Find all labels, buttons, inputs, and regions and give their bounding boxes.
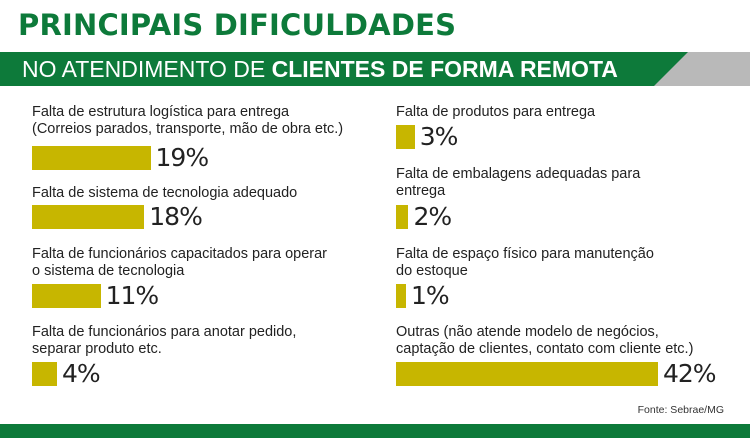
chart-item: Falta de sistema de tecnologia adequado — [32, 185, 297, 202]
bar-label: Outras (não atende modelo de negócios, — [396, 324, 659, 340]
bar-label: Falta de espaço físico para manutenção — [396, 246, 654, 262]
subtitle-normal: NO ATENDIMENTO DE — [22, 56, 266, 82]
footer-band — [0, 424, 750, 438]
value-label: 4% — [61, 359, 101, 388]
bar-label: o sistema de tecnologia — [32, 263, 185, 279]
bar — [32, 284, 101, 308]
bar-label: Falta de sistema de tecnologia adequado — [32, 185, 298, 201]
bar-label: Falta de produtos para entrega — [396, 104, 596, 120]
chart-item: Falta de funcionários capacitados para o… — [32, 246, 327, 280]
source-note: Fonte: Sebrae/MG — [637, 404, 724, 416]
bar-label: do estoque — [396, 263, 468, 279]
bar — [32, 362, 57, 386]
value-label: 3% — [419, 122, 459, 151]
chart-item: Falta de estrutura logística para entreg… — [32, 104, 343, 138]
chart-item: Falta de embalagens adequadas para entreg… — [396, 166, 640, 200]
bar-label: entrega — [396, 183, 446, 199]
chart-item: Falta de espaço físico para manutenção do… — [396, 246, 654, 280]
bar — [32, 146, 151, 170]
subtitle-bold: CLIENTES DE FORMA REMOTA — [271, 56, 618, 82]
bar-label: (Correios parados, transporte, mão de ob… — [32, 121, 344, 137]
bar-label: separar produto etc. — [32, 341, 162, 357]
bar — [396, 205, 409, 229]
bar — [32, 205, 145, 229]
value-label: 1% — [411, 281, 450, 310]
chart-item: Outras (não atende modelo de negócios, ca… — [396, 324, 693, 358]
subtitle-band-green — [0, 52, 688, 86]
chart-subtitle: NO ATENDIMENTO DE CLIENTES DE FORMA REMO… — [22, 56, 618, 83]
value-label: 2% — [413, 202, 452, 231]
value-label: 18% — [149, 202, 203, 231]
bar-label: Falta de embalagens adequadas para — [396, 166, 641, 182]
chart-item: Falta de produtos para entrega — [396, 104, 595, 121]
bar — [396, 362, 658, 386]
value-label: 19% — [155, 143, 210, 172]
bar — [396, 284, 406, 308]
bar-label: Falta de funcionários para anotar pedido… — [32, 324, 297, 340]
value-label: 11% — [105, 281, 160, 310]
bar — [396, 125, 415, 149]
chart-title: PRINCIPAIS DIFICULDADES — [18, 8, 457, 42]
bar-label: Falta de estrutura logística para entreg… — [32, 104, 290, 120]
bar-label: captação de clientes, contato com client… — [396, 341, 694, 357]
chart-item: Falta de funcionários para anotar pedido… — [32, 324, 296, 358]
bar-label: Falta de funcionários capacitados para o… — [32, 246, 328, 262]
value-label: 42% — [663, 359, 717, 388]
subtitle-band: NO ATENDIMENTO DE CLIENTES DE FORMA REMO… — [0, 52, 750, 86]
